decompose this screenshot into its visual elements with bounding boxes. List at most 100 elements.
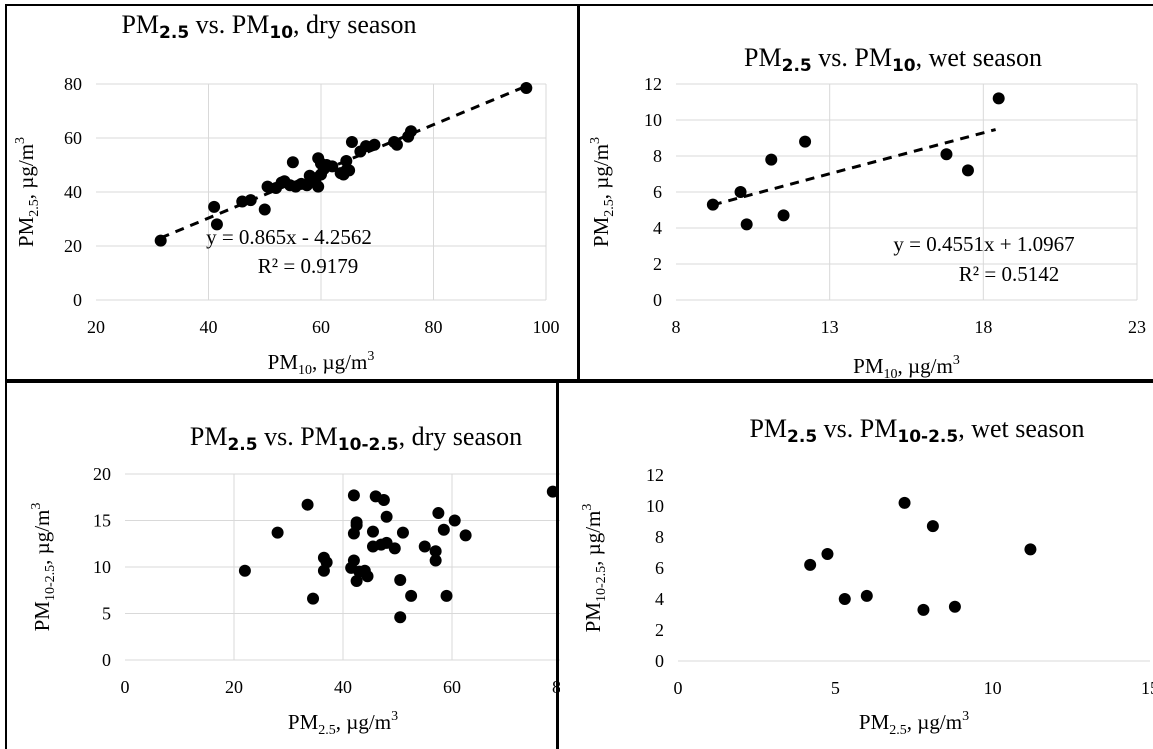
x-tick-label: 20: [87, 317, 105, 337]
r-squared-label: R² = 0.9179: [258, 254, 358, 278]
data-point: [520, 82, 533, 95]
data-point: [301, 498, 314, 511]
axis-label-superscript: 3: [953, 353, 960, 368]
trendline-equation: y = 0.865x - 4.2562: [206, 225, 372, 249]
data-point: [948, 600, 961, 613]
axis-label-superscript: 3: [391, 709, 398, 724]
y-tick-label: 10: [93, 557, 111, 577]
axis-label-text: PM: [268, 350, 299, 374]
x-tick-label: 15: [1141, 678, 1153, 698]
title-text: vs. PM: [817, 414, 897, 443]
axis-label-subscript: 2.5: [889, 723, 907, 738]
chart-panel-dry-pm10: 0 20 40 60 80 20 40 60 80 100 y = 0.865x - 4.2562 R…: [5, 5, 577, 379]
data-point: [286, 156, 299, 169]
x-tick-label: 18: [974, 317, 992, 337]
data-point: [926, 520, 939, 533]
y-axis-label: PM10-2.5, µg/m3: [580, 504, 609, 633]
chart-panel-wet-pm10: 0 2 4 6 8 10 12 8 13 18 23 y = 0.4551x + 1.0967 R² =…: [580, 5, 1153, 382]
data-point: [208, 200, 221, 213]
y-axis-label: PM10-2.5, µg/m3: [29, 503, 58, 632]
data-point: [350, 516, 363, 529]
axis-label-superscript: 3: [29, 503, 44, 510]
data-point: [154, 234, 167, 247]
axis-label-subscript: 2.5: [27, 199, 42, 217]
data-point: [437, 523, 450, 536]
frame-left-top: [5, 4, 7, 381]
r-squared-label: R² = 0.5142: [959, 262, 1059, 286]
data-point: [429, 554, 442, 567]
y-tick-label: 4: [655, 589, 664, 609]
data-point: [777, 209, 790, 222]
chart-title: PM2.5 vs. PM10, wet season: [744, 43, 1042, 76]
data-point: [405, 589, 418, 602]
title-text: , dry season: [399, 422, 522, 451]
axis-label-text: , µg/m: [14, 144, 38, 199]
title-text: vs. PM: [258, 422, 338, 451]
title-subscript: 2.5: [227, 435, 257, 455]
axis-label-text: PM: [853, 354, 884, 378]
data-point: [377, 494, 390, 507]
axis-label-superscript: 3: [580, 504, 595, 511]
title-subscript: 10-2.5: [338, 435, 399, 455]
y-tick-label: 2: [653, 254, 662, 274]
x-tick-label: 60: [443, 677, 461, 697]
data-point: [394, 574, 407, 587]
title-subscript: 2.5: [787, 427, 817, 447]
x-tick-label: 0: [674, 678, 683, 698]
data-point: [734, 186, 747, 198]
data-point: [366, 525, 379, 538]
data-point: [258, 203, 271, 216]
title-subscript: 10: [269, 23, 293, 43]
data-point: [992, 92, 1005, 105]
data-point: [898, 496, 911, 509]
chart-svg: 0 2 4 6 8 10 12 8 13 18 23 y = 0.4551x + 1.0967 R² =…: [588, 43, 1146, 382]
data-point: [271, 526, 284, 539]
axis-label-text: , µg/m: [581, 511, 605, 566]
title-text: , wet season: [916, 43, 1042, 72]
title-subscript: 2.5: [159, 23, 189, 43]
title-text: , wet season: [958, 414, 1084, 443]
x-tick-label: 23: [1128, 317, 1146, 337]
chart-title: PM2.5 vs. PM10, dry season: [121, 10, 416, 43]
x-tick-label: 0: [121, 677, 130, 697]
chart-svg: 024681012051015PM2.5 vs. PM10-2.5, wet s…: [580, 414, 1153, 738]
chart-panel-dry-coarse: 05101520020406080PM2.5 vs. PM10-2.5, dry…: [5, 384, 570, 749]
axis-label-superscript: 3: [962, 709, 969, 724]
axis-label-text: PM: [859, 710, 890, 734]
title-text: PM: [121, 10, 159, 39]
frame-left-bottom: [5, 381, 7, 749]
chart-svg: 05101520020406080PM2.5 vs. PM10-2.5, dry…: [29, 422, 570, 738]
y-tick-label: 0: [102, 650, 111, 670]
data-point: [307, 592, 320, 605]
data-point: [394, 611, 407, 624]
title-text: vs. PM: [812, 43, 892, 72]
data-point: [368, 138, 381, 151]
data-point: [396, 526, 409, 539]
data-point: [432, 507, 445, 520]
title-text: vs. PM: [189, 10, 269, 39]
y-tick-label: 2: [655, 620, 664, 640]
y-tick-label: 80: [64, 74, 82, 94]
data-point: [546, 485, 559, 498]
data-point: [860, 589, 873, 602]
x-tick-label: 80: [425, 317, 443, 337]
divider-horizontal: [5, 379, 1153, 383]
axis-label-superscript: 3: [367, 349, 374, 364]
axis-label-text: , µg/m: [898, 354, 953, 378]
y-tick-label: 12: [646, 465, 664, 485]
axis-label-text: PM: [288, 710, 319, 734]
title-text: PM: [749, 414, 787, 443]
chart-panel-wet-coarse: 024681012051015PM2.5 vs. PM10-2.5, wet s…: [560, 384, 1153, 749]
axis-label-text: , µg/m: [589, 144, 613, 199]
y-tick-label: 6: [653, 182, 662, 202]
divider-vertical-bottom: [556, 381, 559, 749]
axis-label-text: PM: [589, 216, 613, 247]
chart-title: PM2.5 vs. PM10-2.5, wet season: [749, 414, 1084, 447]
chart-title: PM2.5 vs. PM10-2.5, dry season: [190, 422, 522, 455]
y-tick-label: 10: [644, 110, 662, 130]
data-point: [821, 548, 834, 561]
y-axis-label: PM2.5, µg/m3: [13, 137, 42, 247]
y-axis-label: PM2.5, µg/m3: [588, 137, 617, 247]
x-tick-label: 10: [984, 678, 1002, 698]
data-point: [347, 489, 360, 502]
